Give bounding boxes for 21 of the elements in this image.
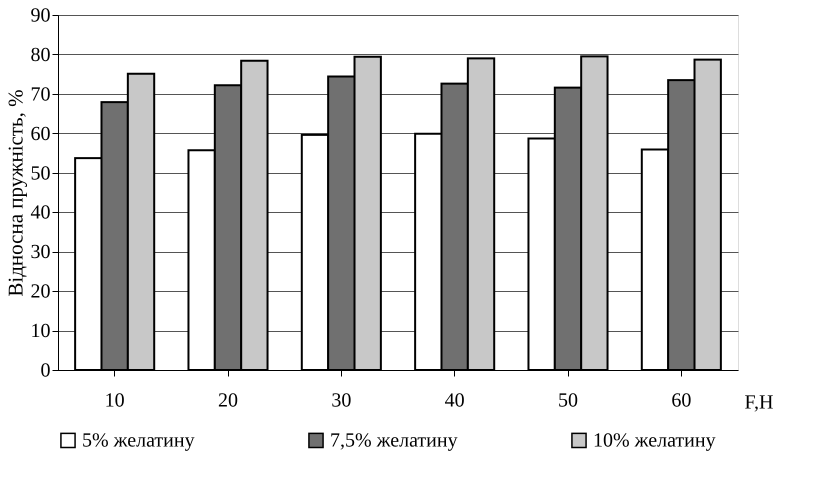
- y-tick-label: 70: [30, 83, 50, 106]
- x-tick-label: 40: [444, 390, 465, 412]
- x-tick-label: 20: [218, 390, 238, 412]
- y-tick-label: 0: [40, 360, 50, 382]
- y-tick-label: 90: [30, 4, 50, 26]
- x-tick-label: 30: [331, 390, 352, 412]
- y-tick-label: 60: [30, 122, 50, 145]
- legend-label: 7,5% желатину: [330, 429, 458, 452]
- x-tick-label: 50: [558, 390, 578, 412]
- y-tick-label: 80: [30, 44, 50, 66]
- y-tick-label: 40: [30, 202, 50, 224]
- x-tick-label: 10: [104, 390, 125, 412]
- y-tick-label: 20: [30, 280, 50, 303]
- y-tick-label: 50: [30, 162, 50, 184]
- y-tick-label: 10: [30, 320, 50, 342]
- x-tick-label: 60: [671, 390, 692, 412]
- legend-label: 5% желатину: [82, 429, 195, 452]
- legend-label: 10% желатину: [593, 429, 716, 452]
- x-axis-title: F,H: [744, 392, 774, 414]
- y-tick-label: 30: [30, 241, 50, 264]
- y-axis-title: Відносна пружність, %: [4, 89, 28, 297]
